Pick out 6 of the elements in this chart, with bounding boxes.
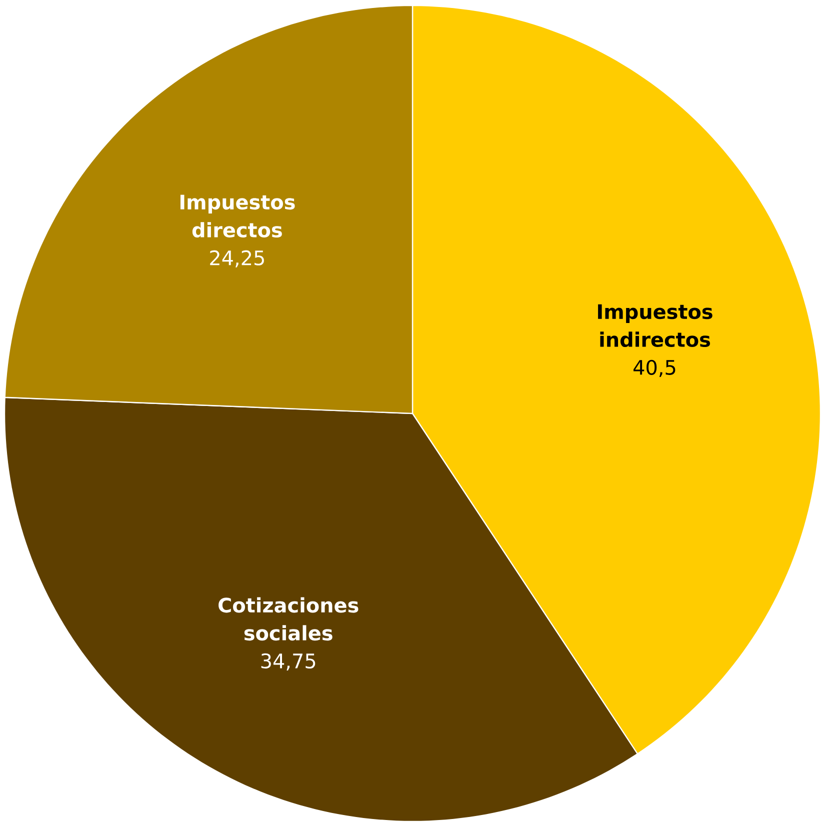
data-label: 24,25	[210, 250, 264, 268]
slice-label: Cotizaciones sociales	[218, 597, 358, 641]
slice-label: Impuestos indirectos	[598, 304, 712, 348]
slice-label: Impuestos directos	[180, 194, 295, 238]
data-label: 40,5	[634, 360, 676, 377]
data-label: 34,75	[261, 653, 316, 671]
